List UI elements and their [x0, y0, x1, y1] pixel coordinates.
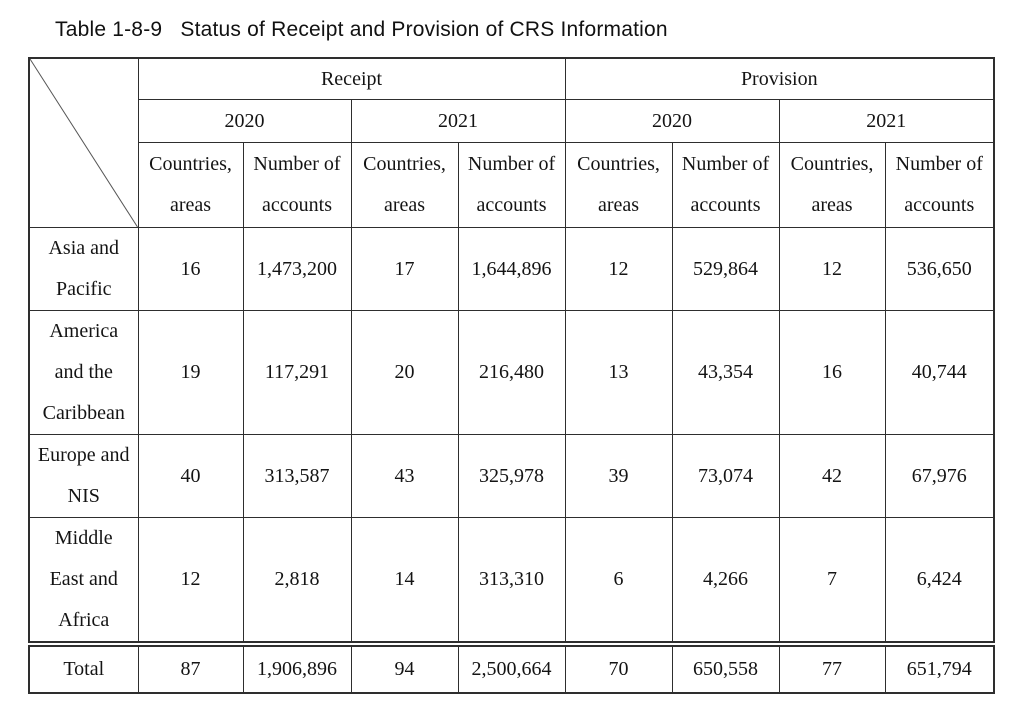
data-cell: 117,291	[242, 310, 352, 435]
col-header-countries-areas: Countries, areas	[778, 142, 886, 228]
year-header-receipt-2021: 2021	[350, 99, 566, 143]
col-header-countries-areas: Countries, areas	[350, 142, 459, 228]
data-cell: 40	[137, 434, 244, 518]
col-header-countries-areas: Countries, areas	[564, 142, 673, 228]
group-header-receipt: Receipt	[137, 57, 566, 100]
diagonal-line	[30, 59, 138, 227]
total-cell: 650,558	[671, 641, 780, 694]
data-cell: 17	[350, 227, 459, 311]
row-label: Middle East and Africa	[28, 517, 139, 645]
data-cell: 325,978	[457, 434, 566, 518]
data-cell: 313,310	[457, 517, 566, 645]
data-cell: 7	[778, 517, 886, 645]
total-cell: 1,906,896	[242, 641, 352, 694]
data-cell: 13	[564, 310, 673, 435]
col-header-number-of-accounts: Number of accounts	[457, 142, 566, 228]
total-cell: 77	[778, 641, 886, 694]
year-header-provision-2020: 2020	[564, 99, 780, 143]
total-cell: 651,794	[884, 641, 995, 694]
data-cell: 43,354	[671, 310, 780, 435]
data-cell: 40,744	[884, 310, 995, 435]
diagonal-header-cell	[28, 57, 139, 228]
table-row-america-caribbean: America and the Caribbean 19 117,291 20 …	[28, 310, 995, 435]
col-header-number-of-accounts: Number of accounts	[671, 142, 780, 228]
data-cell: 73,074	[671, 434, 780, 518]
data-cell: 12	[564, 227, 673, 311]
data-cell: 536,650	[884, 227, 995, 311]
total-row-label: Total	[28, 641, 139, 694]
data-cell: 12	[137, 517, 244, 645]
table-row-middle-east-africa: Middle East and Africa 12 2,818 14 313,3…	[28, 517, 995, 645]
total-cell: 94	[350, 641, 459, 694]
col-header-number-of-accounts: Number of accounts	[884, 142, 995, 228]
row-label: Europe and NIS	[28, 434, 139, 518]
table-row-europe-nis: Europe and NIS 40 313,587 43 325,978 39 …	[28, 434, 995, 518]
data-cell: 43	[350, 434, 459, 518]
col-header-countries-areas: Countries, areas	[137, 142, 244, 228]
group-header-row: Receipt Provision	[28, 57, 995, 228]
total-cell: 87	[137, 641, 244, 694]
row-label: America and the Caribbean	[28, 310, 139, 435]
crs-information-table: Receipt Provision 2020 2021 2020 2021 Co…	[28, 57, 996, 694]
total-cell: 70	[564, 641, 673, 694]
data-cell: 67,976	[884, 434, 995, 518]
data-cell: 529,864	[671, 227, 780, 311]
data-cell: 20	[350, 310, 459, 435]
data-cell: 42	[778, 434, 886, 518]
data-cell: 6	[564, 517, 673, 645]
data-cell: 4,266	[671, 517, 780, 645]
data-cell: 16	[778, 310, 886, 435]
data-cell: 6,424	[884, 517, 995, 645]
data-cell: 1,473,200	[242, 227, 352, 311]
data-cell: 39	[564, 434, 673, 518]
total-cell: 2,500,664	[457, 641, 566, 694]
data-cell: 19	[137, 310, 244, 435]
data-cell: 313,587	[242, 434, 352, 518]
col-header-number-of-accounts: Number of accounts	[242, 142, 352, 228]
column-header-row: Countries, areas Number of accounts Coun…	[29, 142, 995, 228]
table-row-total: Total 87 1,906,896 94 2,500,664 70 650,5…	[28, 641, 995, 694]
data-cell: 2,818	[242, 517, 352, 645]
table-title: Table 1-8-9 Status of Receipt and Provis…	[55, 18, 668, 41]
data-cell: 12	[778, 227, 886, 311]
table-row-asia-pacific: Asia and Pacific 16 1,473,200 17 1,644,8…	[28, 227, 995, 311]
year-header-receipt-2020: 2020	[137, 99, 352, 143]
data-cell: 1,644,896	[457, 227, 566, 311]
row-label: Asia and Pacific	[28, 227, 139, 311]
data-cell: 14	[350, 517, 459, 645]
data-cell: 16	[137, 227, 244, 311]
year-header-row: 2020 2021 2020 2021	[29, 99, 995, 143]
group-header-provision: Provision	[564, 57, 995, 100]
year-header-provision-2021: 2021	[778, 99, 995, 143]
data-cell: 216,480	[457, 310, 566, 435]
